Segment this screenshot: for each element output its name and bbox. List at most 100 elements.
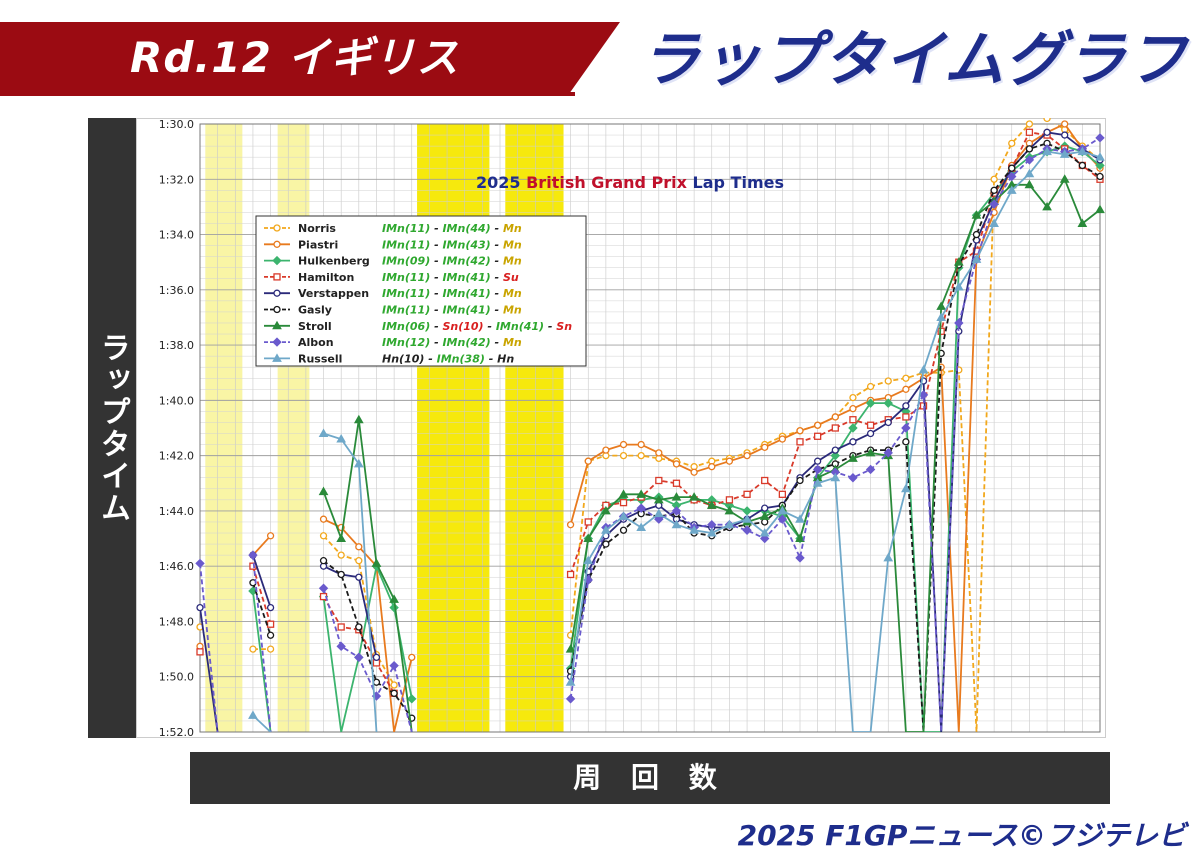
series-line-albon xyxy=(252,555,272,732)
data-point-gasly xyxy=(1025,145,1034,153)
data-point-piastri xyxy=(743,451,751,460)
data-point-hamilton xyxy=(566,570,575,579)
x-tick-label: 41 xyxy=(899,736,913,738)
data-point-piastri xyxy=(408,653,416,662)
data-point-russell xyxy=(795,514,805,523)
data-point-stroll xyxy=(1024,179,1035,189)
x-axis-panel-label: 周 回 数 xyxy=(573,761,727,794)
x-tick-label: 51 xyxy=(1075,736,1089,738)
data-point-albon xyxy=(1095,133,1105,143)
data-point-hulkenberg xyxy=(407,694,417,704)
data-point-piastri xyxy=(655,449,663,457)
data-point-piastri xyxy=(725,457,734,465)
data-point-hulkenberg xyxy=(1095,160,1105,171)
legend-label: Albon xyxy=(298,336,334,349)
data-point-piastri xyxy=(619,440,628,449)
x-tick-label: 35 xyxy=(793,736,807,738)
series-line-verstappen xyxy=(252,554,272,608)
data-point-piastri xyxy=(813,421,822,429)
data-point-verstappen xyxy=(196,603,204,612)
data-point-russell xyxy=(1077,146,1088,156)
data-point-hamilton xyxy=(743,490,751,498)
data-point-stroll xyxy=(601,505,611,515)
data-point-albon xyxy=(901,423,911,433)
data-point-russell xyxy=(1042,146,1052,156)
x-tick-label: 9 xyxy=(338,736,345,738)
data-point-russell xyxy=(601,525,611,534)
data-point-stroll xyxy=(724,505,735,515)
y-tick-label: 1:38.0 xyxy=(159,339,194,352)
data-point-norris xyxy=(849,393,857,402)
data-point-russell xyxy=(777,505,788,515)
y-tick-label: 1:30.0 xyxy=(159,118,194,131)
data-point-russell xyxy=(583,555,594,565)
data-point-stroll xyxy=(636,489,647,498)
data-point-albon xyxy=(1024,155,1035,165)
data-point-norris xyxy=(619,451,628,460)
legend-strategy: IMn(06) - Sn(10) - IMn(41) - Sn xyxy=(382,320,572,333)
data-point-stroll xyxy=(848,453,858,462)
legend-strategy: IMn(11) - IMn(41) - Mn xyxy=(382,287,522,300)
series-line-gasly xyxy=(322,559,413,719)
data-point-russell xyxy=(618,511,629,520)
legend-marker xyxy=(272,255,282,266)
data-point-albon xyxy=(848,473,858,483)
legend-strategy: IMn(12) - IMn(42) - Mn xyxy=(382,336,522,349)
data-point-albon xyxy=(795,553,805,563)
data-point-piastri xyxy=(761,443,769,451)
x-tick-label: 45 xyxy=(969,736,983,738)
data-point-gasly xyxy=(796,476,804,485)
data-point-albon xyxy=(812,464,823,475)
data-point-russell xyxy=(1095,152,1105,161)
x-tick-label: 47 xyxy=(1005,736,1019,738)
x-tick-label: 39 xyxy=(864,736,878,738)
legend-marker xyxy=(272,320,282,330)
data-point-russell xyxy=(1006,185,1017,194)
title-banner-underline xyxy=(0,92,575,96)
legend-label: Hamilton xyxy=(298,271,354,284)
data-point-russell xyxy=(636,522,647,531)
x-tick-label: 17 xyxy=(475,736,489,738)
data-point-stroll xyxy=(389,594,399,603)
data-point-stroll xyxy=(583,533,594,543)
data-point-russell xyxy=(565,677,576,686)
data-point-hamilton xyxy=(1025,128,1034,136)
legend-label: Verstappen xyxy=(298,287,369,300)
data-point-gasly xyxy=(1096,172,1104,181)
x-tick-label: 31 xyxy=(722,736,736,738)
data-point-gasly xyxy=(390,689,398,697)
legend-strategy: IMn(11) - IMn(43) - Mn xyxy=(382,238,522,251)
data-point-piastri xyxy=(319,515,328,523)
x-tick-label: 23 xyxy=(581,736,595,738)
data-point-albon xyxy=(636,503,646,513)
data-point-hamilton xyxy=(266,620,275,628)
data-point-russell xyxy=(742,514,752,523)
legend-marker xyxy=(272,337,282,347)
x-tick-label: 37 xyxy=(828,736,842,738)
data-point-piastri xyxy=(672,460,681,468)
data-point-albon xyxy=(742,525,752,535)
page-title: ラップタイムグラフ xyxy=(640,25,1188,95)
data-point-russell xyxy=(689,525,699,534)
legend-label: Piastri xyxy=(298,238,338,251)
highlight-band xyxy=(277,124,310,732)
x-tick-label: 43 xyxy=(934,736,948,738)
data-point-stroll xyxy=(936,301,947,310)
data-point-norris xyxy=(637,451,645,460)
data-point-stroll xyxy=(1095,204,1105,214)
data-point-albon xyxy=(654,514,664,524)
data-point-albon xyxy=(883,448,893,458)
data-point-hamilton xyxy=(866,421,875,429)
data-point-norris xyxy=(319,532,328,540)
legend-box xyxy=(255,215,587,367)
series-line-piastri xyxy=(252,535,272,556)
data-point-norris xyxy=(1043,118,1051,123)
data-point-stroll xyxy=(795,533,805,543)
data-point-hulkenberg xyxy=(830,450,841,461)
data-point-albon xyxy=(565,694,576,704)
data-point-piastri xyxy=(849,405,857,413)
legend-marker xyxy=(273,273,281,281)
data-point-albon xyxy=(989,199,999,209)
data-point-albon xyxy=(248,550,258,560)
data-point-russell xyxy=(706,528,717,537)
